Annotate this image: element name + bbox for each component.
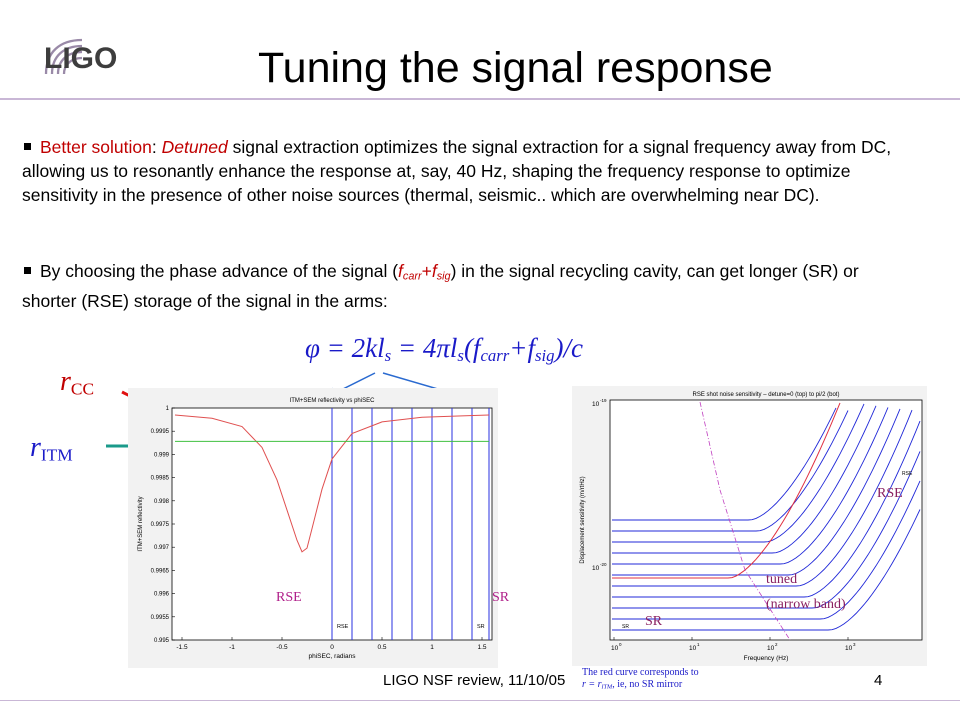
footer-divider bbox=[0, 700, 960, 701]
x-tick-label: 0.5 bbox=[377, 644, 386, 651]
f-carr: fcarr bbox=[398, 261, 422, 283]
y-tick-label: 10 bbox=[592, 401, 600, 408]
title-divider bbox=[0, 98, 960, 100]
x-tick-label: -1 bbox=[229, 644, 235, 651]
y-tick-label: 0.995 bbox=[154, 638, 170, 644]
chart-title: ITM+SEM reflectivity vs phiSEC bbox=[290, 398, 376, 404]
y-tick-label: 0.9985 bbox=[151, 476, 170, 482]
y-tick-label: 1 bbox=[166, 406, 170, 412]
x-tick-label: 10 bbox=[611, 645, 619, 652]
sensitivity-curve bbox=[612, 451, 921, 609]
bullet-text: signal extraction optimizes the signal e… bbox=[22, 137, 892, 205]
footer-text: LIGO NSF review, 11/10/05 bbox=[383, 672, 566, 689]
x-tick-label: 10 bbox=[845, 645, 853, 652]
chart-title: RSE shot noise sensitivity – detune=0 (t… bbox=[693, 392, 840, 398]
sensitivity-curve bbox=[612, 410, 849, 532]
x-tick-label: 0 bbox=[330, 644, 334, 651]
bullet-lead: Better solution bbox=[40, 137, 152, 157]
slide-title: Tuning the signal response bbox=[258, 44, 773, 92]
reflectivity-chart: ITM+SEM reflectivity vs phiSEC -1.5 -1 -0.5… bbox=[128, 388, 498, 668]
x-tick-label: 1 bbox=[430, 644, 434, 651]
page-number: 4 bbox=[874, 672, 883, 689]
bullet-square-icon bbox=[24, 143, 31, 151]
x-tick-label: -0.5 bbox=[276, 644, 288, 651]
tuned-label: tuned bbox=[766, 572, 798, 587]
y-tick-exp: -20 bbox=[600, 562, 607, 567]
x-tick-exp: 1 bbox=[697, 642, 700, 647]
logo-text: LIGO bbox=[44, 42, 117, 75]
x-tick-exp: 0 bbox=[619, 642, 622, 647]
x-tick-label: -1.5 bbox=[176, 644, 188, 651]
y-axis-label: Displacement sensitivity (m/rtHz) bbox=[580, 476, 586, 563]
y-tick-label: 0.996 bbox=[154, 592, 170, 598]
ligo-logo: LIGO bbox=[40, 34, 160, 84]
sensitivity-curve bbox=[612, 407, 837, 521]
y-tick-exp: -19 bbox=[600, 398, 607, 403]
rse-label-left: RSE bbox=[276, 590, 302, 605]
y-tick-label: 0.9995 bbox=[151, 429, 170, 435]
sr-small-label: SR bbox=[622, 624, 629, 630]
r-cc-label: rCC bbox=[60, 366, 95, 399]
bullet-square-icon bbox=[24, 267, 31, 275]
narrow-band-label: (narrow band) bbox=[766, 597, 846, 612]
x-tick-label: 10 bbox=[767, 645, 775, 652]
phase-equation: φ = 2kls = 4πls(fcarr+fsig)/c bbox=[305, 333, 584, 366]
rse-small-label: RSE bbox=[902, 471, 913, 477]
sensitivity-curve bbox=[612, 509, 921, 631]
plus-sign: + bbox=[421, 261, 432, 281]
bullet-detuned: Better solution: Detuned signal extracti… bbox=[22, 135, 892, 207]
reflectivity-plot: ITM+SEM reflectivity vs phiSEC -1.5 -1 -0.5… bbox=[128, 388, 498, 673]
x-tick-label: 1.5 bbox=[477, 644, 486, 651]
sensitivity-curve bbox=[612, 409, 913, 587]
sensitivity-plot: RSE shot noise sensitivity – detune=0 (t… bbox=[572, 386, 927, 671]
sensitivity-curve bbox=[612, 405, 877, 554]
y-tick-label: 0.9975 bbox=[151, 522, 170, 528]
sensitivity-curve bbox=[612, 420, 921, 598]
y-axis-label: ITM+SEM reflectivity bbox=[138, 496, 144, 551]
bullet-phase-advance: By choosing the phase advance of the sig… bbox=[22, 259, 892, 313]
sr-label-right: SR bbox=[645, 614, 663, 629]
bullet-post: ) in the signal recycling cavity, can ge… bbox=[22, 261, 859, 311]
sensitivity-curve bbox=[612, 408, 901, 576]
sr-label-left: SR bbox=[492, 590, 510, 605]
reflectivity-curve bbox=[174, 414, 490, 553]
sensitivity-curve bbox=[612, 403, 865, 543]
y-tick-label: 10 bbox=[592, 565, 600, 572]
rse-label-right: RSE bbox=[877, 486, 903, 501]
y-tick-label: 0.997 bbox=[154, 545, 170, 551]
sensitivity-curve bbox=[612, 480, 921, 620]
sr-small-label: SR bbox=[477, 624, 485, 630]
bullet-pre: By choosing the phase advance of the sig… bbox=[40, 261, 399, 281]
red-reference-curve bbox=[612, 402, 841, 579]
bullet-emph: Detuned bbox=[161, 137, 228, 157]
r-itm-label: rITM bbox=[30, 432, 73, 465]
y-tick-label: 0.9965 bbox=[151, 568, 170, 574]
sensitivity-chart: RSE shot noise sensitivity – detune=0 (t… bbox=[572, 386, 927, 666]
red-curve-note: The red curve corresponds to r = rITM, ie… bbox=[580, 667, 701, 694]
shot-noise-limit-curve bbox=[699, 401, 791, 641]
x-tick-label: 10 bbox=[689, 645, 697, 652]
y-tick-label: 0.9955 bbox=[151, 615, 170, 621]
rse-small-label: RSE bbox=[337, 624, 349, 630]
bullet-colon: : bbox=[151, 137, 162, 157]
x-tick-exp: 2 bbox=[775, 642, 778, 647]
x-axis-label: Frequency (Hz) bbox=[744, 655, 789, 662]
y-tick-label: 0.998 bbox=[154, 499, 170, 505]
f-sig: fsig bbox=[431, 261, 451, 283]
x-tick-exp: 3 bbox=[853, 642, 856, 647]
y-tick-label: 0.999 bbox=[154, 452, 170, 458]
x-axis-label: phiSEC, radians bbox=[309, 653, 357, 660]
sensitivity-curve bbox=[612, 407, 889, 565]
